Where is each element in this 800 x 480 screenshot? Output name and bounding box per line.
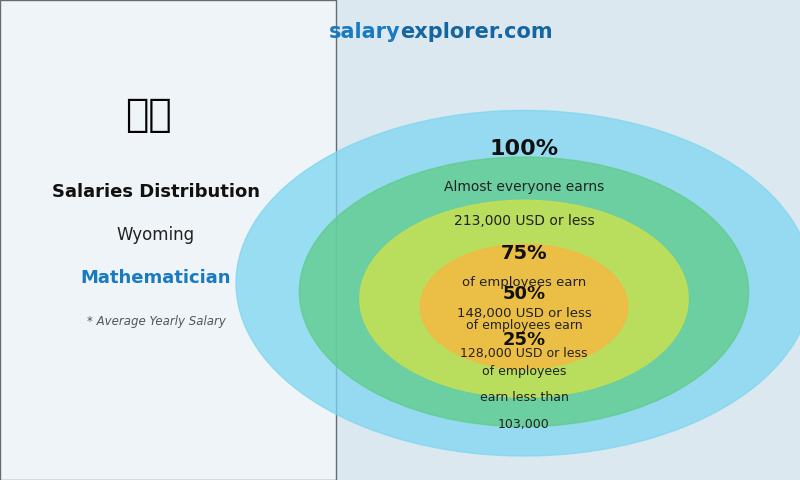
Text: explorer.com: explorer.com	[400, 22, 553, 42]
Text: 50%: 50%	[502, 285, 546, 303]
Text: Mathematician: Mathematician	[81, 269, 231, 288]
Text: 128,000 USD or less: 128,000 USD or less	[460, 348, 588, 360]
Text: of employees earn: of employees earn	[462, 276, 586, 289]
Text: Salaries Distribution: Salaries Distribution	[52, 183, 260, 201]
Text: Almost everyone earns: Almost everyone earns	[444, 180, 604, 194]
Text: salary: salary	[328, 22, 400, 42]
Text: of employees: of employees	[482, 365, 566, 378]
Text: 🇺🇸: 🇺🇸	[125, 96, 171, 134]
Circle shape	[360, 200, 688, 397]
Circle shape	[420, 244, 628, 369]
Circle shape	[236, 110, 800, 456]
Circle shape	[299, 157, 749, 427]
Text: earn less than: earn less than	[479, 391, 569, 404]
Text: Wyoming: Wyoming	[117, 226, 195, 244]
Text: of employees earn: of employees earn	[466, 319, 582, 332]
Text: 100%: 100%	[490, 139, 558, 159]
FancyBboxPatch shape	[0, 0, 336, 480]
Text: 75%: 75%	[501, 244, 547, 263]
Text: 213,000 USD or less: 213,000 USD or less	[454, 214, 594, 228]
Text: 25%: 25%	[502, 331, 546, 349]
Text: 103,000: 103,000	[498, 418, 550, 431]
Text: * Average Yearly Salary: * Average Yearly Salary	[86, 315, 226, 328]
Text: 148,000 USD or less: 148,000 USD or less	[457, 307, 591, 320]
